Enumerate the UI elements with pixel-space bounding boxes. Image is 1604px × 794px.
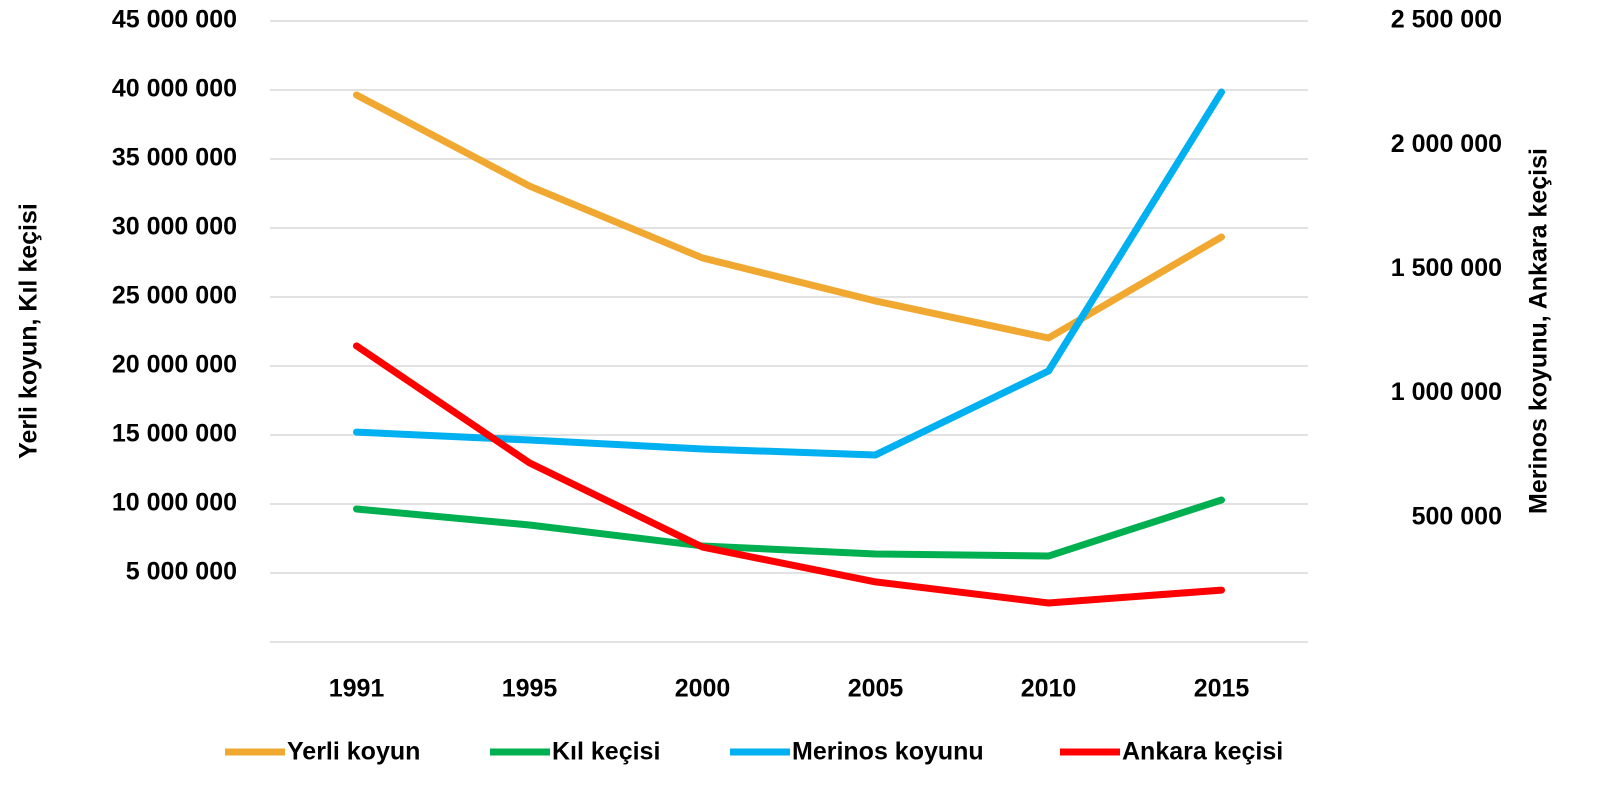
legend-label: Merinos koyunu (792, 738, 984, 766)
y-axis-title: Yerli koyun, Kıl keçisi (15, 203, 43, 459)
y-tick-label: 25 000 000 (112, 282, 237, 310)
x-tick-label: 2010 (1021, 675, 1077, 703)
x-tick-label: 2000 (675, 675, 731, 703)
legend-label: Yerli koyun (287, 738, 420, 766)
y-tick-label: 15 000 000 (112, 420, 237, 448)
y2-tick-label: 1 000 000 (1391, 378, 1502, 406)
y2-tick-label: 2 500 000 (1391, 6, 1502, 34)
y2-tick-label: 500 000 (1412, 502, 1502, 530)
y2-tick-label: 2 000 000 (1391, 130, 1502, 158)
legend-label: Kıl keçisi (552, 738, 660, 766)
y2-tick-label: 1 500 000 (1391, 254, 1502, 282)
y2-axis-title: Merinos koyunu, Ankara keçisi (1525, 148, 1553, 514)
y-tick-label: 45 000 000 (112, 6, 237, 34)
y-tick-label: 35 000 000 (112, 144, 237, 172)
y-tick-label: 20 000 000 (112, 351, 237, 379)
x-tick-label: 2015 (1194, 675, 1250, 703)
legend-label: Ankara keçisi (1122, 738, 1283, 766)
y-tick-label: 5 000 000 (126, 558, 237, 586)
line (353, 88, 1225, 459)
y-tick-label: 10 000 000 (112, 489, 237, 517)
x-tick-label: 1995 (502, 675, 558, 703)
x-tick-label: 1991 (329, 675, 385, 703)
line (353, 496, 1225, 560)
x-tick-label: 2005 (848, 675, 904, 703)
line (353, 342, 1225, 607)
y-tick-label: 40 000 000 (112, 75, 237, 103)
y-tick-label: 30 000 000 (112, 213, 237, 241)
